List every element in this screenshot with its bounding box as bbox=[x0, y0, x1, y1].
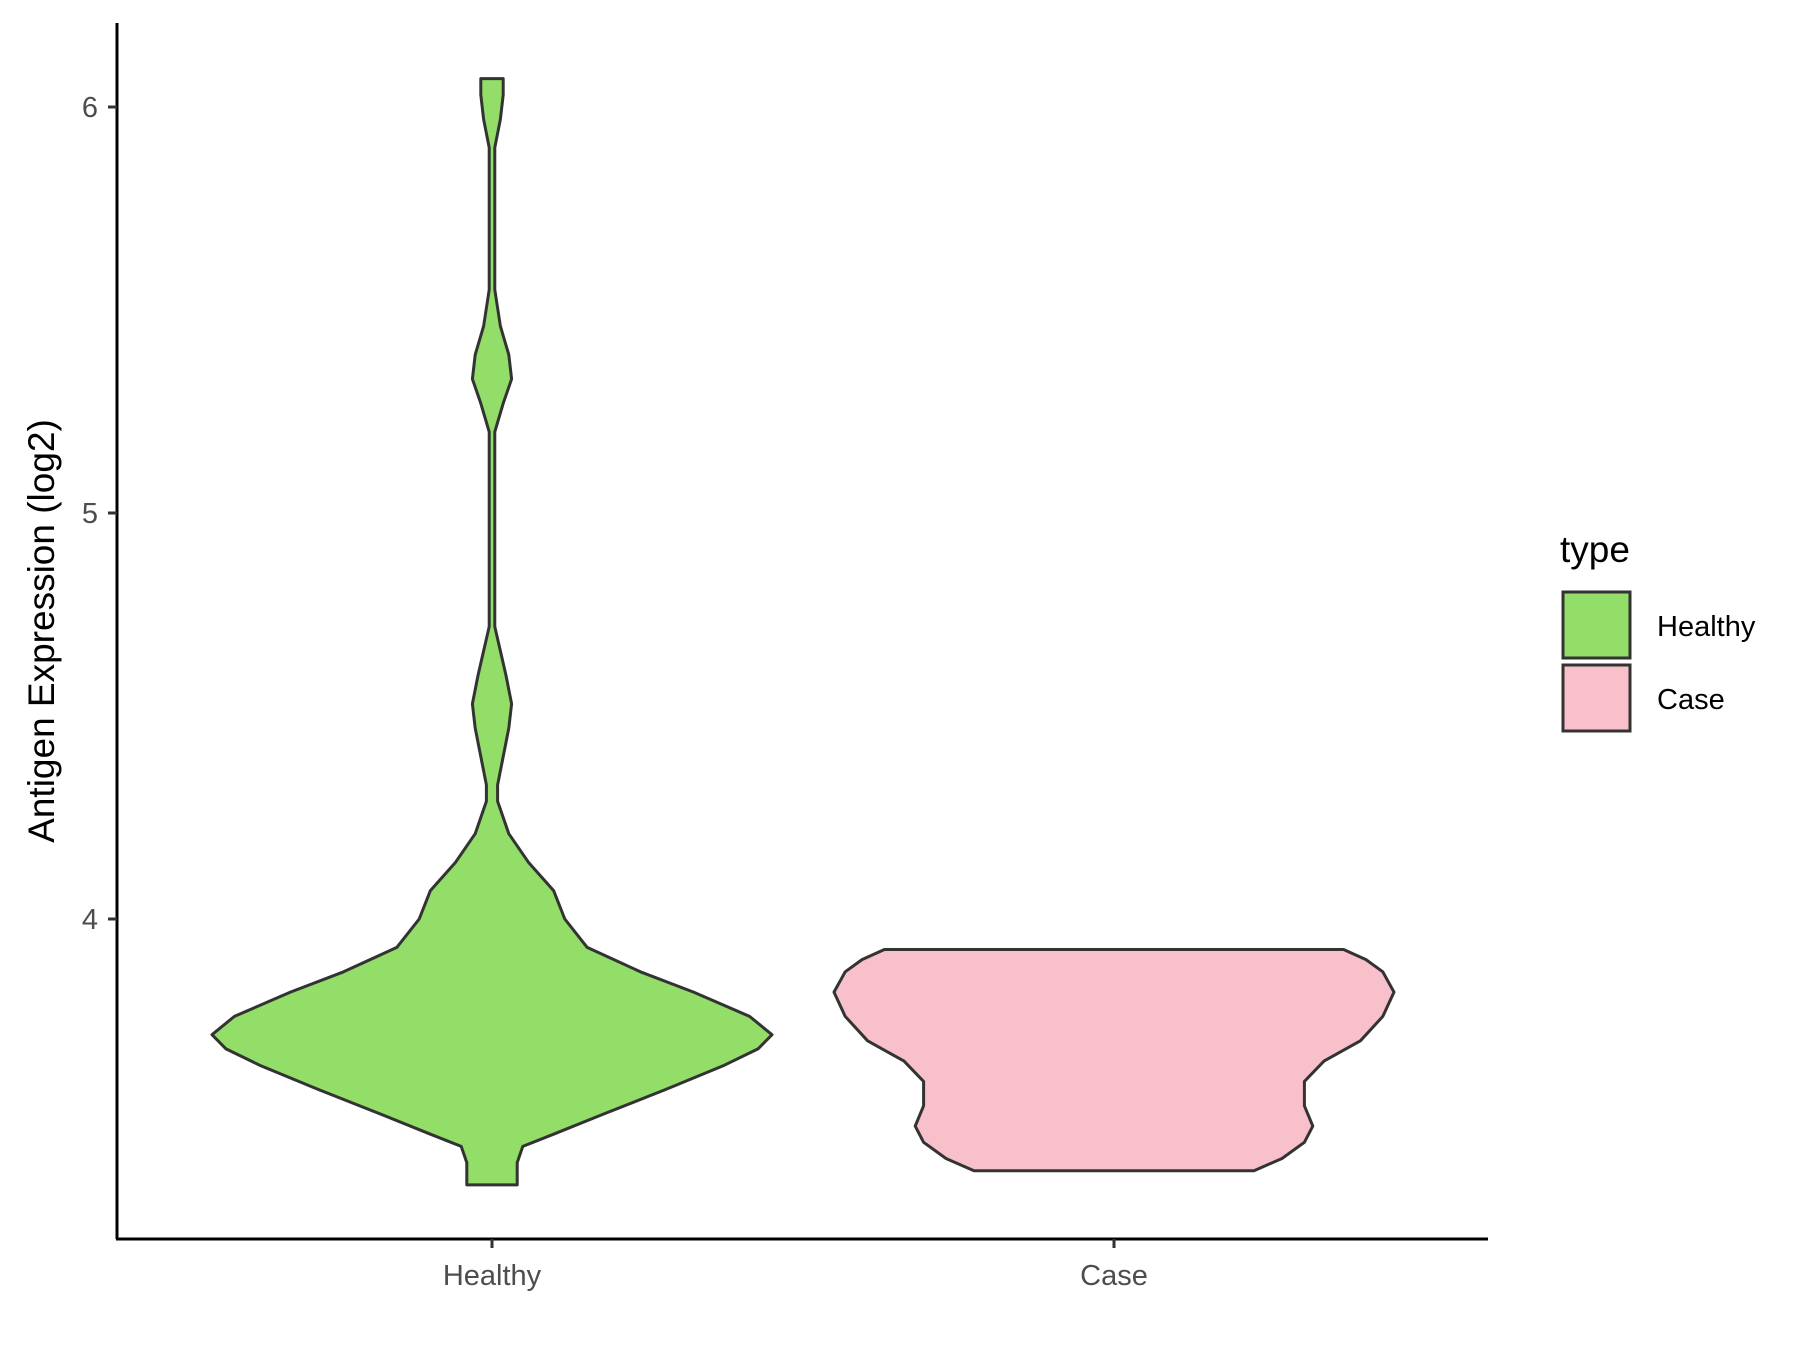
legend-swatch-healthy bbox=[1561, 590, 1632, 660]
legend-title: type bbox=[1560, 529, 1630, 570]
legend-items: Healthy Case bbox=[1561, 590, 1756, 733]
legend-label-healthy: Healthy bbox=[1657, 611, 1756, 643]
y-tick-label: 5 bbox=[82, 498, 98, 530]
legend-label-case: Case bbox=[1657, 684, 1725, 716]
violin-case bbox=[832, 948, 1396, 1173]
y-tick-label: 6 bbox=[82, 92, 98, 124]
x-tick-label-healthy: Healthy bbox=[443, 1260, 542, 1292]
y-axis-title: Antigen Expression (log2) bbox=[21, 419, 62, 843]
violin-healthy bbox=[210, 77, 774, 1187]
legend-swatch-case bbox=[1561, 663, 1632, 733]
y-tick-label: 4 bbox=[82, 904, 98, 936]
x-ticks: Healthy Case bbox=[443, 1239, 1148, 1292]
plot-area bbox=[210, 77, 1396, 1187]
axes: 4 5 6 Healthy Case Antigen Expression (log2… bbox=[21, 23, 1488, 1292]
x-tick-label-case: Case bbox=[1080, 1260, 1148, 1292]
y-ticks: 4 5 6 bbox=[82, 92, 117, 936]
legend: type Healthy Case bbox=[1560, 529, 1756, 733]
